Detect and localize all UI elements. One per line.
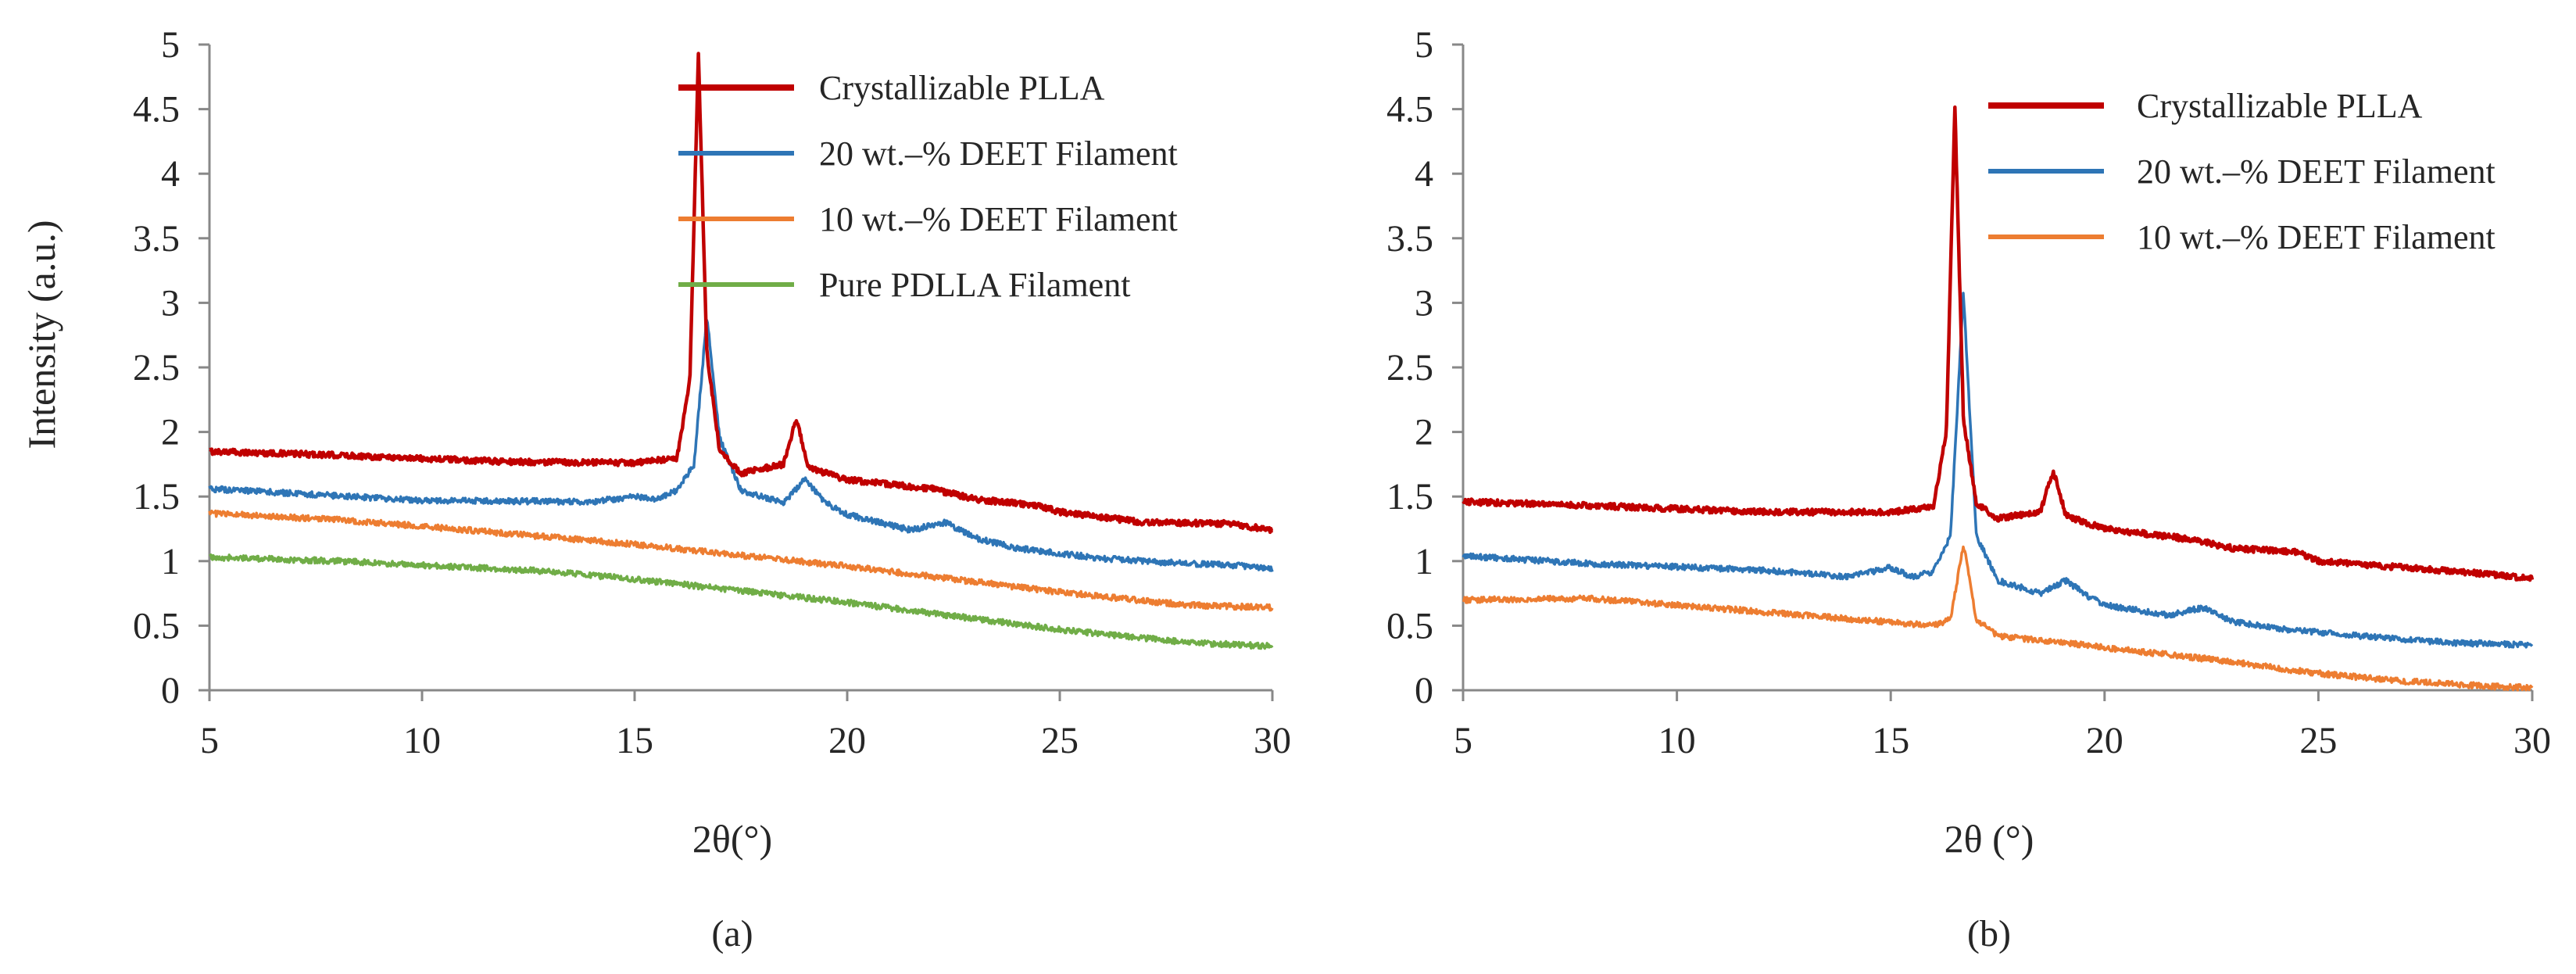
series-line-pure-pdlla-filament [209, 553, 1274, 650]
y-tick-label: 1.5 [1386, 476, 1433, 517]
y-tick-label: 0.5 [133, 605, 180, 646]
y-tick-label: 0 [1415, 670, 1433, 711]
series-line-crystallizable-plla [208, 52, 1274, 535]
series-line-20-wt-deet-filament [208, 318, 1274, 572]
x-axis-title-b: 2θ (°) [1945, 817, 2034, 861]
x-tick-label: 10 [1658, 720, 1696, 761]
x-tick-label: 30 [1254, 720, 1291, 761]
legend-label: Crystallizable PLLA [819, 69, 1105, 107]
y-tick-label: 1 [1415, 541, 1433, 582]
x-tick-label: 30 [2513, 720, 2551, 761]
y-tick-label: 3 [161, 282, 180, 324]
y-tick-label: 4.5 [133, 89, 180, 131]
series-line-10-wt-deet-filament [208, 509, 1274, 612]
x-tick-label: 15 [1872, 720, 1909, 761]
x-tick-label: 15 [616, 720, 653, 761]
y-tick-label: 3.5 [1386, 218, 1433, 260]
plot-panel-a: 5 10 15 20 25 30 0 0.5 1 1.5 2 2.5 3 3.5 4 4.5 5 Crystall… [133, 24, 1291, 761]
y-tick-label: 4.5 [1386, 89, 1433, 131]
legend-label: 10 wt.–% DEET Filament [819, 200, 1178, 238]
y-tick-label: 4 [161, 153, 180, 195]
legend-label: Pure PDLLA Filament [819, 266, 1130, 304]
x-tick-label: 20 [2086, 720, 2123, 761]
y-tick-label: 2.5 [133, 347, 180, 389]
panel-label-a: (a) [711, 913, 753, 954]
plot-panel-b: 5 10 15 20 25 30 0 0.5 1 1.5 2 2.5 3 3.5 4 4.5 5 Crystall… [1386, 24, 2551, 761]
x-axis-title-a: 2θ(°) [692, 817, 772, 861]
y-tick-label: 3 [1415, 282, 1433, 324]
x-tick-label: 20 [828, 720, 866, 761]
x-tick-label: 5 [1454, 720, 1472, 761]
x-tick-label: 25 [2299, 720, 2337, 761]
series-line-10-wt-deet-filament [1462, 545, 2534, 692]
y-tick-label: 1.5 [133, 476, 180, 517]
series-line-20-wt-deet-filament [1462, 292, 2534, 649]
y-tick-label: 2.5 [1386, 347, 1433, 389]
x-tick-label: 10 [403, 720, 441, 761]
y-tick-label: 0 [161, 670, 180, 711]
y-axis-title: Intensity (a.u.) [20, 220, 63, 449]
y-tick-label: 2 [161, 412, 180, 453]
y-tick-label: 5 [1415, 24, 1433, 66]
y-tick-label: 2 [1415, 412, 1433, 453]
y-tick-label: 0.5 [1386, 605, 1433, 646]
x-tick-label: 25 [1041, 720, 1079, 761]
series-line-crystallizable-plla [1462, 105, 2535, 582]
y-tick-label: 5 [161, 24, 180, 66]
panel-label-b: (b) [1967, 913, 2011, 954]
y-tick-label: 1 [161, 541, 180, 582]
x-tick-label: 5 [200, 720, 219, 761]
legend-label: Crystallizable PLLA [2137, 87, 2423, 125]
legend-label: 20 wt.–% DEET Filament [819, 134, 1178, 173]
y-tick-label: 3.5 [133, 218, 180, 260]
legend-label: 20 wt.–% DEET Filament [2137, 152, 2496, 191]
legend-label: 10 wt.–% DEET Filament [2137, 218, 2496, 256]
y-tick-label: 4 [1415, 153, 1433, 195]
